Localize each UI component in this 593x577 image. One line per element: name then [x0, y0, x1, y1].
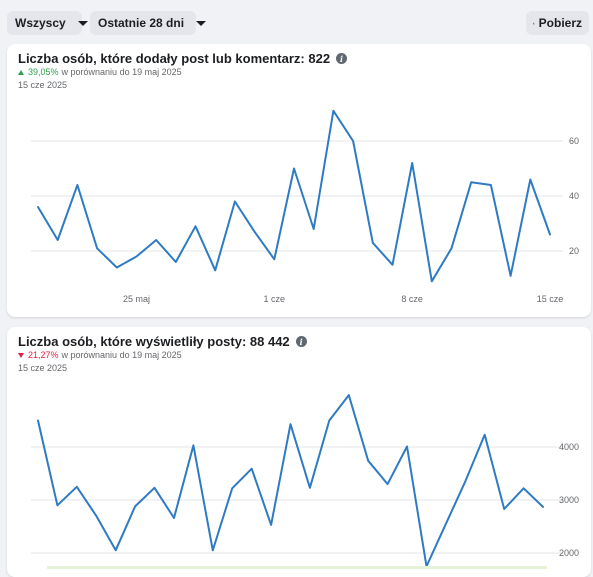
data-point[interactable] — [229, 485, 235, 491]
data-point[interactable] — [488, 182, 494, 188]
views-line-chart[interactable]: 2000 3000 4000 — [7, 327, 591, 577]
data-point[interactable] — [190, 442, 196, 448]
data-point[interactable] — [173, 259, 179, 265]
data-point[interactable] — [54, 502, 60, 508]
data-point[interactable] — [468, 179, 474, 185]
data-point[interactable] — [350, 138, 356, 144]
toolbar: Wszyscy Ostatnie 28 dni Pobierz — [0, 0, 593, 44]
data-point[interactable] — [508, 273, 514, 279]
data-point[interactable] — [153, 237, 159, 243]
data-point[interactable] — [288, 421, 294, 427]
data-point[interactable] — [94, 245, 100, 251]
audience-filter-dropdown[interactable]: Wszyscy — [7, 11, 82, 35]
data-point[interactable] — [35, 418, 41, 424]
x-tick-label: 1 cze — [264, 294, 286, 304]
date-range-label: Ostatnie 28 dni — [98, 16, 184, 30]
data-point[interactable] — [132, 503, 138, 509]
engagement-chart-card: Liczba osób, które dodały post lub komen… — [7, 44, 591, 317]
data-point[interactable] — [152, 485, 158, 491]
data-point[interactable] — [113, 547, 119, 553]
y-tick-label: 20 — [569, 246, 579, 256]
data-point[interactable] — [370, 240, 376, 246]
data-point[interactable] — [547, 232, 553, 238]
chevron-down-icon — [196, 21, 206, 26]
data-point[interactable] — [429, 278, 435, 284]
data-point[interactable] — [252, 229, 258, 235]
data-point[interactable] — [389, 262, 395, 268]
download-button[interactable]: Pobierz — [526, 11, 589, 35]
y-tick-label: 40 — [569, 191, 579, 201]
download-icon — [533, 18, 535, 29]
data-point[interactable] — [482, 432, 488, 438]
data-point[interactable] — [133, 254, 139, 260]
data-point[interactable] — [409, 160, 415, 166]
data-point[interactable] — [55, 237, 61, 243]
y-tick-label: 60 — [569, 136, 579, 146]
engagement-line-chart[interactable]: 20 40 60 25 maj 1 cze 8 cze 15 cze — [7, 44, 591, 317]
chevron-down-icon — [78, 21, 88, 26]
data-point[interactable] — [171, 515, 177, 521]
data-point[interactable] — [93, 513, 99, 519]
data-point[interactable] — [346, 392, 352, 398]
data-point[interactable] — [449, 245, 455, 251]
x-tick-label: 8 cze — [401, 294, 423, 304]
data-point[interactable] — [210, 547, 216, 553]
data-point[interactable] — [330, 108, 336, 114]
data-point[interactable] — [365, 458, 371, 464]
views-chart-card: Liczba osób, które wyświetliły posty: 88… — [7, 327, 591, 577]
data-point[interactable] — [271, 256, 277, 262]
date-range-dropdown[interactable]: Ostatnie 28 dni — [90, 11, 196, 35]
y-tick-label: 4000 — [559, 442, 579, 452]
download-label: Pobierz — [539, 16, 582, 30]
audience-filter-label: Wszyscy — [15, 16, 66, 30]
data-point[interactable] — [385, 481, 391, 487]
data-point[interactable] — [249, 466, 255, 472]
data-point[interactable] — [443, 521, 449, 527]
data-point[interactable] — [268, 522, 274, 528]
data-point[interactable] — [74, 484, 80, 490]
data-point[interactable] — [291, 166, 297, 172]
data-point[interactable] — [527, 177, 533, 183]
data-point[interactable] — [232, 199, 238, 205]
x-tick-label: 25 maj — [123, 294, 150, 304]
data-point[interactable] — [501, 506, 507, 512]
data-point[interactable] — [307, 485, 313, 491]
data-point[interactable] — [35, 204, 41, 210]
x-tick-label: 15 cze — [537, 294, 564, 304]
data-point[interactable] — [74, 182, 80, 188]
data-point[interactable] — [462, 478, 468, 484]
data-point[interactable] — [193, 223, 199, 229]
data-point[interactable] — [326, 418, 332, 424]
data-point[interactable] — [212, 267, 218, 273]
data-point[interactable] — [114, 265, 120, 271]
y-tick-label: 3000 — [559, 495, 579, 505]
data-point[interactable] — [521, 485, 527, 491]
data-point[interactable] — [540, 504, 546, 510]
data-point[interactable] — [311, 226, 317, 232]
data-point[interactable] — [404, 443, 410, 449]
y-tick-label: 2000 — [559, 548, 579, 558]
